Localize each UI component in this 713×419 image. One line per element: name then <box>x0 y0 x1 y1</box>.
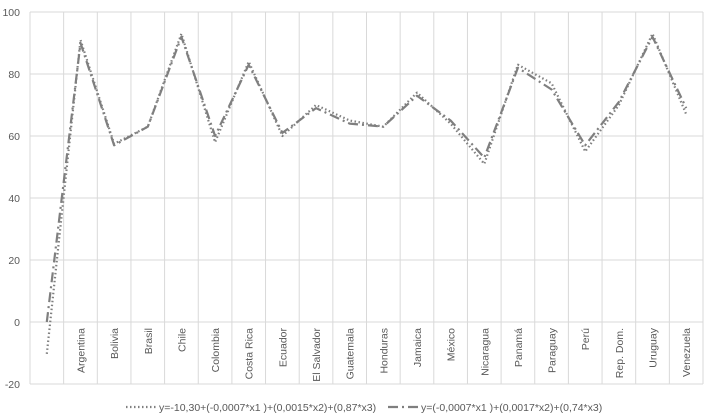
x-tick-label: Guatemala <box>345 328 357 380</box>
legend-label-1: y=-10,30+(-0,0007*x1 )+(0,0015*x2)+(0,87… <box>159 402 376 414</box>
series-line-2 <box>45 35 688 323</box>
x-tick-label: Uruguay <box>648 327 660 367</box>
x-tick-label: Costa Rica <box>244 328 256 380</box>
x-tick-label: Rep. Dom. <box>614 328 626 378</box>
x-tick-label: Colombia <box>210 328 222 373</box>
x-tick-label: Brasil <box>143 328 155 354</box>
y-tick-label: 100 <box>2 7 20 19</box>
x-tick-label: Perú <box>580 328 592 350</box>
y-tick-label: 80 <box>8 69 20 81</box>
y-axis-ticks: -20 0 20 40 60 80 100 <box>2 7 20 391</box>
y-tick-label: 0 <box>14 317 20 329</box>
x-tick-label: Ecuador <box>277 327 289 367</box>
x-tick-label: Jamaica <box>412 328 424 367</box>
x-tick-label: México <box>446 328 458 361</box>
x-tick-label: Chile <box>176 328 188 352</box>
y-tick-label: -20 <box>5 379 20 391</box>
y-tick-label: 60 <box>8 131 20 143</box>
x-axis-ticks: Argentina Bolivia Brasil Chile Colombia Costa… <box>75 327 693 381</box>
x-tick-label: Panamá <box>513 328 525 367</box>
y-tick-label: 40 <box>8 193 20 205</box>
x-tick-label: Nicaragua <box>479 328 491 376</box>
gridlines <box>29 11 704 385</box>
x-tick-label: Honduras <box>378 328 390 374</box>
series-layer <box>45 32 688 355</box>
legend: y=-10,30+(-0,0007*x1 )+(0,0015*x2)+(0,87… <box>126 402 602 414</box>
legend-label-2: y=(-0,0007*x1 )+(0,0017*x2)+(0,74*x3) <box>421 402 602 414</box>
x-tick-label: Venezuela <box>681 328 693 377</box>
series-line-1 <box>45 32 688 355</box>
y-tick-label: 20 <box>8 255 20 267</box>
x-tick-label: El Salvador <box>311 328 323 382</box>
x-tick-label: Bolivia <box>109 328 121 359</box>
x-tick-label: Paraguay <box>547 327 559 373</box>
x-tick-label: Argentina <box>75 328 87 373</box>
